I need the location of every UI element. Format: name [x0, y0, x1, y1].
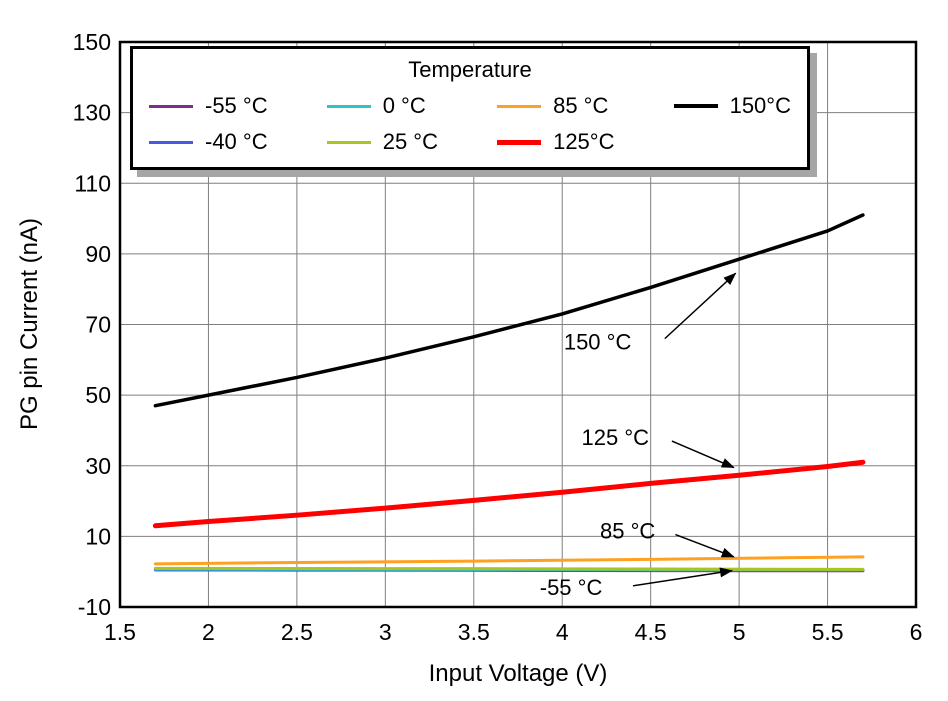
series-line-85c	[153, 555, 865, 566]
annotation-arrow-150c	[664, 272, 737, 340]
x-tick-label: 2	[202, 619, 215, 645]
legend-title: Temperature	[408, 57, 532, 82]
annotation-label-85c: 85 °C	[600, 519, 655, 544]
x-axis-label: Input Voltage (V)	[428, 660, 608, 687]
annotation-arrow-125c	[671, 440, 735, 469]
y-tick-label: 70	[85, 312, 111, 338]
x-tick-label: 5.5	[812, 619, 844, 645]
legend-swatch	[497, 139, 542, 145]
y-tick-label: 130	[73, 100, 111, 126]
legend-swatch	[326, 104, 371, 108]
legend-entry-label: 150°C	[729, 93, 791, 118]
y-tick-label: -10	[78, 594, 111, 620]
x-tick-label: 1.5	[104, 619, 136, 645]
legend-entry-label: -55 °C	[205, 93, 268, 118]
series-line-125c	[152, 459, 866, 529]
series-line-150c	[153, 213, 865, 408]
legend-entries: -55 °C -40 °C 0 °C 25 °C 85 °C 125°C 150°C	[149, 91, 791, 157]
annotation-label-125c: 125 °C	[582, 425, 650, 450]
x-tick-label: 4.5	[635, 619, 667, 645]
y-axis-label: PG pin Current (nA)	[16, 217, 43, 431]
y-tick-label: 10	[85, 523, 111, 549]
y-tick-label: 90	[85, 241, 111, 267]
legend-entry-label: 0 °C	[382, 93, 426, 118]
annotation-label--55c: -55 °C	[540, 575, 603, 600]
x-tick-label: 3	[379, 619, 392, 645]
legend-entry-label: 125°C	[553, 129, 615, 154]
y-tick-label: 30	[85, 453, 111, 479]
legend-swatch	[149, 104, 193, 108]
annotation-label-150c: 150 °C	[564, 330, 632, 355]
annotation-arrow--55c	[632, 567, 734, 587]
y-tick-label: 50	[85, 382, 111, 408]
legend-entry-0c: 0 °C	[326, 91, 438, 121]
legend-swatch	[673, 104, 718, 108]
x-tick-label: 3.5	[458, 619, 490, 645]
x-tick-label: 6	[910, 619, 923, 645]
legend-entry-125c: 125°C	[497, 127, 614, 157]
legend: Temperature -55 °C -40 °C 0 °C 25 °C 85 °C 12…	[130, 46, 810, 170]
legend-swatch	[326, 140, 371, 144]
annotation-arrow-85c	[675, 533, 735, 558]
legend-entry-label: 25 °C	[382, 129, 438, 154]
y-tick-label: 150	[73, 29, 111, 55]
legend-swatch	[149, 140, 193, 144]
legend-entry-25c: 25 °C	[326, 127, 438, 157]
series-line-25c	[153, 566, 865, 571]
x-tick-label: 2.5	[281, 619, 313, 645]
x-tick-label: 4	[556, 619, 569, 645]
y-tick-label: 110	[74, 170, 111, 196]
legend-entry-label: 85 °C	[553, 93, 609, 118]
legend-entry-label: -40 °C	[205, 129, 268, 154]
legend-swatch	[497, 104, 542, 108]
plot-border	[118, 40, 918, 609]
legend-entry-85c: 85 °C	[497, 91, 614, 121]
legend-entry--40c: -40 °C	[149, 127, 268, 157]
x-tick-label: 5	[733, 619, 746, 645]
legend-entry--55c: -55 °C	[149, 91, 268, 121]
legend-entry-150c: 150°C	[673, 91, 791, 121]
